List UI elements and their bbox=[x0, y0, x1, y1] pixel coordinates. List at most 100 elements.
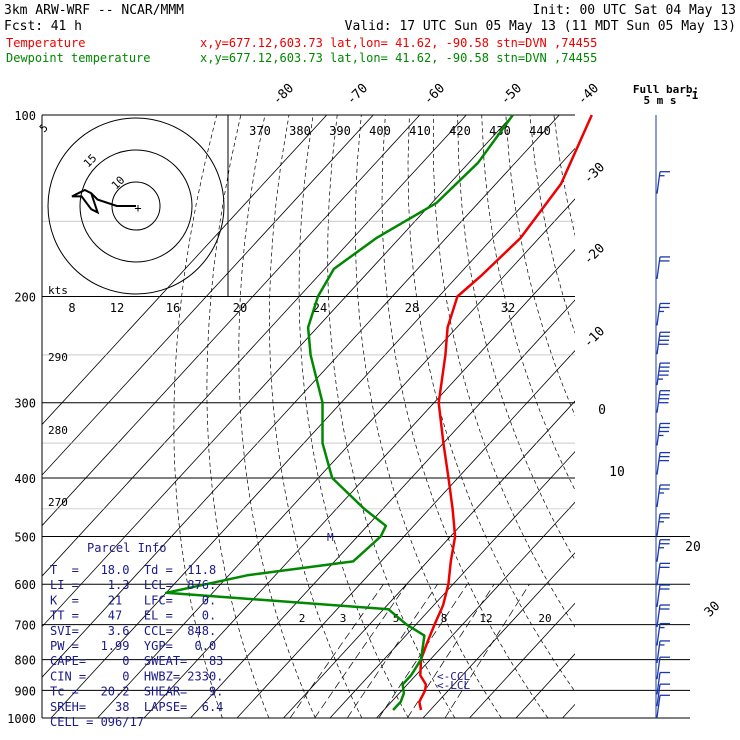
theta-label: 420 bbox=[449, 124, 471, 138]
hodograph-ring-label-middle: 15 bbox=[81, 152, 100, 171]
lcl-marker: <-LCL bbox=[437, 679, 470, 692]
dry-adiabat bbox=[327, 115, 456, 718]
dewpoint-location: x,y=677.12,603.73 lat,lon= 41.62, -90.58… bbox=[200, 51, 597, 65]
wind-barb bbox=[656, 584, 670, 608]
dry-adiabat bbox=[674, 115, 740, 718]
mixed-layer-marker: M bbox=[327, 531, 334, 544]
mixing-ratio-label: 2 bbox=[299, 612, 306, 625]
wind-barb bbox=[656, 562, 670, 586]
dry-adiabat bbox=[723, 115, 740, 718]
pressure-tick-label: 200 bbox=[14, 291, 36, 305]
wind-barb bbox=[656, 640, 670, 664]
pressure-tick-label: 100 bbox=[14, 109, 36, 123]
dry-adiabat bbox=[626, 115, 740, 718]
parcel-info-row: CELL = 096/17 bbox=[50, 715, 144, 729]
dry-adiabat bbox=[602, 115, 740, 718]
barb-key-units: 5 m s bbox=[643, 94, 676, 107]
hodograph: + kts 10 15 5 bbox=[37, 115, 229, 297]
parcel-info-panel: Parcel Info T = 18.0 Td = 11.8LI = 1.3 L… bbox=[50, 541, 223, 729]
dry-adiabat bbox=[553, 115, 575, 237]
wind-barb bbox=[656, 683, 670, 707]
wind-barb bbox=[656, 256, 670, 280]
wind-barb bbox=[656, 171, 670, 194]
dry-adiabat bbox=[269, 115, 363, 718]
isotherm-line bbox=[50, 147, 575, 718]
dry-adiabat-label: 270 bbox=[48, 496, 68, 509]
mixing-ratio-label: 20 bbox=[233, 301, 247, 315]
mixing-ratio-line bbox=[378, 584, 468, 718]
dry-adiabat bbox=[298, 115, 409, 718]
mixing-ratio-label: 12 bbox=[110, 301, 124, 315]
isotherm-line bbox=[42, 115, 514, 628]
mixing-ratio-label: 8 bbox=[68, 301, 75, 315]
wind-barb bbox=[656, 604, 670, 628]
parcel-info-row: Tc = 20.2 SHEAR= 9. bbox=[50, 685, 223, 699]
isotherm-label: 20 bbox=[685, 540, 701, 555]
mixing-ratio-label: 12 bbox=[479, 612, 492, 625]
isotherm-line bbox=[283, 400, 575, 718]
wind-barb bbox=[656, 671, 670, 695]
isotherm-label: -80 bbox=[270, 81, 297, 108]
temperature-legend: Temperature bbox=[6, 36, 85, 50]
hodograph-ring-inner bbox=[111, 181, 161, 231]
hodograph-origin-icon: + bbox=[134, 201, 141, 215]
isotherm-line bbox=[190, 299, 575, 718]
wind-barb bbox=[656, 539, 670, 562]
isotherm-line bbox=[515, 653, 575, 718]
pressure-tick-label: 300 bbox=[14, 397, 36, 411]
barb-key-exponent: -1 bbox=[685, 89, 699, 102]
pressure-tick-label: 800 bbox=[14, 654, 36, 668]
dry-adiabat bbox=[354, 115, 502, 718]
parcel-info-row: CIN = 0 HWBZ= 2330. bbox=[50, 669, 223, 683]
wind-barbs bbox=[655, 115, 670, 718]
isotherm-label: -10 bbox=[581, 324, 608, 351]
isotherm-label: -70 bbox=[344, 81, 371, 108]
forecast-hour: 41 h bbox=[51, 19, 82, 34]
dry-adiabat bbox=[457, 115, 575, 561]
isotherm-line bbox=[42, 115, 560, 678]
parcel-info-title: Parcel Info bbox=[87, 541, 166, 555]
hodograph-ring-outer bbox=[47, 117, 225, 295]
theta-label: 440 bbox=[529, 124, 551, 138]
wind-barb bbox=[656, 362, 670, 386]
hodograph-ring-label-inner: 10 bbox=[109, 174, 128, 193]
isotherm-label: -30 bbox=[581, 160, 608, 187]
mixing-ratio-label: 16 bbox=[166, 301, 180, 315]
wind-barb bbox=[656, 331, 670, 355]
barb-key-title: Full barb: bbox=[633, 83, 699, 96]
dry-adiabat bbox=[481, 115, 575, 491]
pressure-tick-label: 600 bbox=[14, 578, 36, 592]
mixing-ratio-label: 8 bbox=[441, 612, 448, 625]
isotherm-line bbox=[97, 198, 575, 718]
mixing-ratio-label: 32 bbox=[501, 301, 515, 315]
dewpoint-trace bbox=[164, 114, 514, 711]
isotherm-line bbox=[42, 115, 467, 577]
hodograph-ring-label-outer: 5 bbox=[37, 121, 51, 135]
wind-barb bbox=[656, 656, 670, 680]
isotherm-line bbox=[376, 501, 575, 718]
ccl-marker: <-CCL bbox=[437, 670, 470, 683]
parcel-info-row: K = 21 LFC= 0. bbox=[50, 593, 216, 607]
parcel-info-row: CAPE= 0 SWEAT= 83 bbox=[50, 654, 223, 668]
temperature-location: x,y=677.12,603.73 lat,lon= 41.62, -90.58… bbox=[200, 36, 597, 50]
dry-adiabat bbox=[699, 115, 740, 718]
mixing-ratio-line bbox=[407, 584, 495, 718]
isotherm-line bbox=[42, 115, 421, 527]
isotherm-line bbox=[562, 703, 575, 718]
pressure-tick-label: 1000 bbox=[7, 712, 36, 726]
hodograph-trace bbox=[71, 188, 136, 215]
hodograph-units: kts bbox=[48, 284, 68, 297]
theta-label: 410 bbox=[409, 124, 431, 138]
isotherm-line bbox=[143, 248, 575, 718]
pressure-gridlines bbox=[41, 114, 690, 719]
isotherm-line bbox=[422, 552, 575, 718]
parcel-info-row: T = 18.0 Td = 11.8 bbox=[50, 563, 216, 577]
dry-adiabat bbox=[381, 115, 549, 718]
wind-barb bbox=[656, 484, 670, 508]
isotherm-line bbox=[42, 115, 374, 476]
wind-barb bbox=[656, 694, 670, 718]
pressure-tick-label: 900 bbox=[14, 684, 36, 698]
wind-barb bbox=[656, 513, 670, 536]
pressure-tick-label: 400 bbox=[14, 472, 36, 486]
